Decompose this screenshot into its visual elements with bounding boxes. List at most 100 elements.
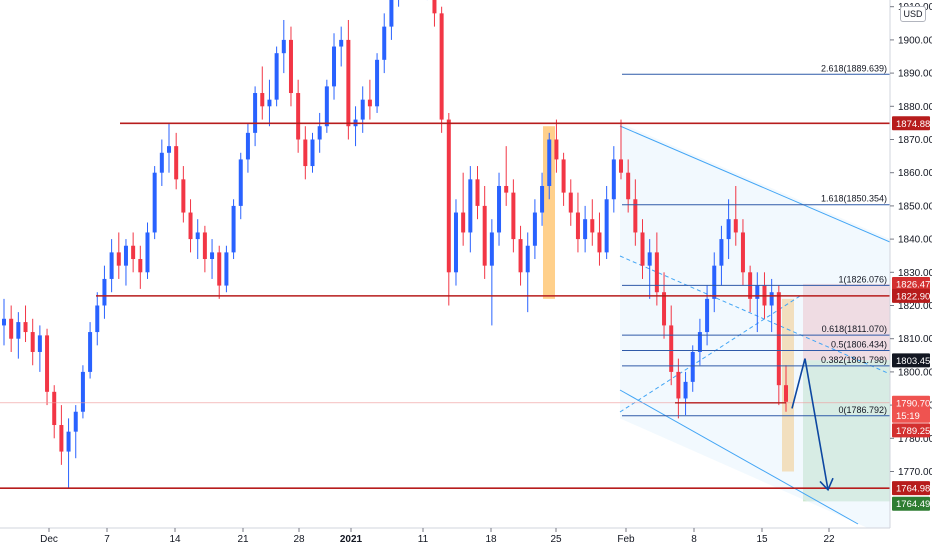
candle-body (776, 292, 781, 386)
candle-body (95, 305, 100, 333)
candle-body (231, 205, 236, 253)
candle-body (733, 219, 738, 233)
candle (683, 371, 688, 416)
candle (45, 328, 50, 406)
fib-label: 1.618(1850.354) (821, 194, 887, 204)
candle (274, 46, 279, 107)
candle (611, 146, 616, 213)
candle (332, 33, 337, 100)
candle-body (116, 252, 121, 266)
candle-body (532, 212, 537, 246)
candle (167, 122, 172, 173)
candle-body (202, 232, 207, 260)
candle-body (468, 179, 473, 233)
candle (740, 219, 745, 286)
price-axis-bg (890, 0, 932, 550)
price-tick-label: 1900.000 (898, 35, 932, 46)
candle (30, 318, 35, 366)
candle-body (640, 232, 645, 266)
candle-body (432, 0, 437, 14)
candle-body (755, 285, 760, 299)
candle (310, 132, 315, 173)
candle (554, 119, 559, 173)
time-tick-label: 22 (823, 534, 835, 545)
candle (647, 239, 652, 299)
candle-body (561, 159, 566, 193)
candle (80, 365, 85, 419)
candle-body (73, 411, 78, 432)
time-axis[interactable]: Dec 7 14 21 28 2021 11 18 25 Feb 8 15 22 (0, 527, 932, 550)
candle (88, 322, 93, 379)
price-tag-bg (892, 395, 930, 410)
candle-body (188, 212, 193, 240)
candle (9, 305, 14, 352)
candle-body (654, 252, 659, 293)
price-tick-label: 1830.000 (898, 268, 932, 279)
candle (138, 245, 143, 289)
fib-level: 2.618(1889.639) (622, 63, 890, 75)
candle-body (274, 53, 279, 100)
candle-body (525, 245, 530, 273)
candle (353, 106, 358, 147)
candle-body (138, 259, 143, 273)
candle (583, 205, 588, 253)
candle (489, 219, 494, 326)
candle-body (697, 332, 702, 352)
candle-body (66, 431, 71, 452)
price-tag: 1764.491 (892, 496, 932, 511)
fib-level: 0.618(1811.070) (622, 324, 890, 336)
candle-body (2, 318, 6, 326)
candle (152, 166, 157, 240)
price-tick-label: 1820.000 (898, 301, 932, 312)
candle (95, 292, 100, 346)
fib-level: 0.382(1801.798) (622, 355, 890, 367)
candle (568, 179, 573, 226)
price-tick-label: 1800.000 (898, 367, 932, 378)
price-tick-label: 1840.000 (898, 235, 932, 246)
candle-body (504, 185, 509, 193)
candle (697, 318, 702, 366)
channel-fill (620, 122, 890, 538)
candle (504, 146, 509, 206)
candle (52, 385, 57, 439)
candle (109, 239, 114, 293)
candle-body (633, 199, 638, 233)
candle-body (540, 185, 545, 213)
candle (547, 132, 552, 200)
candle-body (30, 332, 35, 352)
time-tick-label: Dec (40, 534, 58, 545)
candle-body (145, 232, 150, 273)
candle (382, 13, 387, 74)
candle-body (518, 239, 523, 273)
candle (461, 172, 466, 246)
candle-body (181, 179, 186, 213)
candle-body (482, 205, 487, 266)
price-tag: 1790.704 (892, 395, 932, 410)
candlestick-series (2, 0, 788, 489)
orange-zone (543, 126, 555, 299)
candle (210, 239, 215, 279)
fib-label: 0.618(1811.070) (822, 324, 887, 334)
candle-body (238, 159, 243, 206)
candle (367, 79, 372, 120)
currency-badge[interactable]: USD (900, 6, 926, 22)
price-tick-label: 1890.000 (898, 69, 932, 80)
price-tag-label: 1874.884 (896, 119, 932, 130)
candle-body (705, 298, 710, 333)
candle-body (647, 252, 652, 266)
candle-body (590, 219, 595, 233)
time-tick-label: 25 (550, 534, 562, 545)
candle (590, 199, 595, 246)
candle (511, 179, 516, 253)
candle (145, 222, 150, 279)
candle (475, 166, 480, 220)
candle (733, 185, 738, 246)
fib-label: 0.5(1806.434) (831, 340, 887, 350)
candle (662, 272, 667, 339)
price-axis[interactable]: 1770.0001780.0001790.0001800.0001810.000… (889, 0, 932, 550)
candle (532, 199, 537, 260)
candle (468, 166, 473, 253)
candle (317, 112, 322, 153)
candle-body (784, 385, 788, 402)
